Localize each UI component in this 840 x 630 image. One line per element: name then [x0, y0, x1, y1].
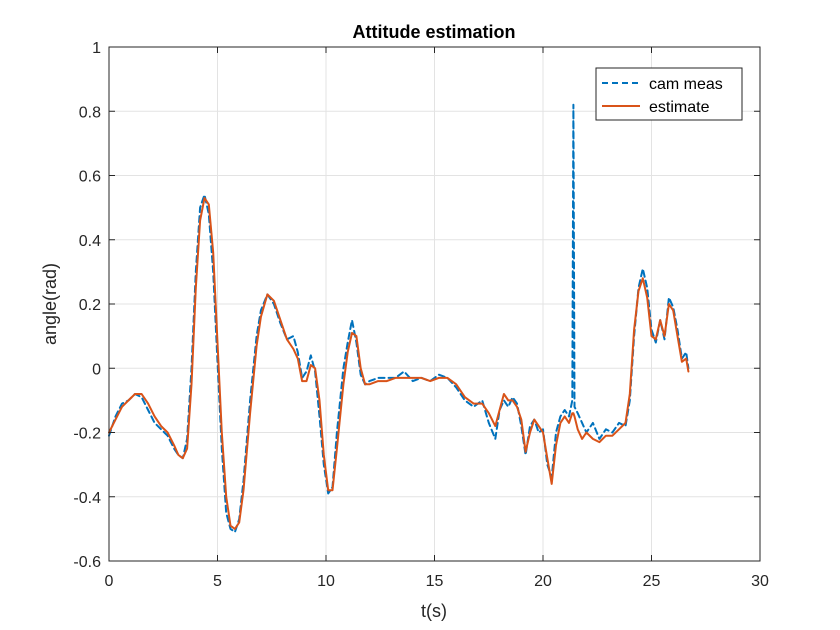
y-axis-label: angle(rad) — [40, 263, 60, 345]
y-tick-label: 0.2 — [79, 297, 101, 314]
series-line-estimate — [108, 197, 690, 530]
y-tick-label: -0.6 — [73, 554, 101, 571]
series-layer — [108, 103, 690, 534]
tick-labels: 0 5 10 15 20 25 30 -0.6 -0.4 -0.2 0 0.2 0.4 0.6 0.8 1 — [73, 40, 769, 590]
series-line-cam-meas — [108, 103, 690, 534]
y-tick-label: 0.8 — [79, 104, 101, 121]
ticks — [108, 46, 761, 562]
x-tick-label: 0 — [105, 573, 114, 590]
legend-box — [595, 67, 743, 121]
legend-label-estimate: estimate — [649, 99, 710, 116]
x-tick-label: 5 — [213, 573, 222, 590]
y-tick-label: -0.4 — [73, 490, 101, 507]
x-tick-label: 15 — [426, 573, 444, 590]
y-tick-label: 0.4 — [79, 233, 101, 250]
legend-label-cam-meas: cam meas — [649, 76, 723, 93]
y-tick-label: 1 — [92, 40, 101, 57]
y-tick-label: 0 — [92, 361, 101, 378]
x-tick-label: 25 — [643, 573, 661, 590]
x-tick-label: 20 — [534, 573, 552, 590]
y-tick-label: 0.6 — [79, 169, 101, 186]
chart-title: Attitude estimation — [352, 22, 515, 42]
x-axis-label: t(s) — [421, 601, 447, 621]
legend: cam meas estimate — [595, 67, 743, 121]
y-tick-label: -0.2 — [73, 426, 101, 443]
x-tick-label: 10 — [317, 573, 335, 590]
x-tick-label: 30 — [751, 573, 769, 590]
